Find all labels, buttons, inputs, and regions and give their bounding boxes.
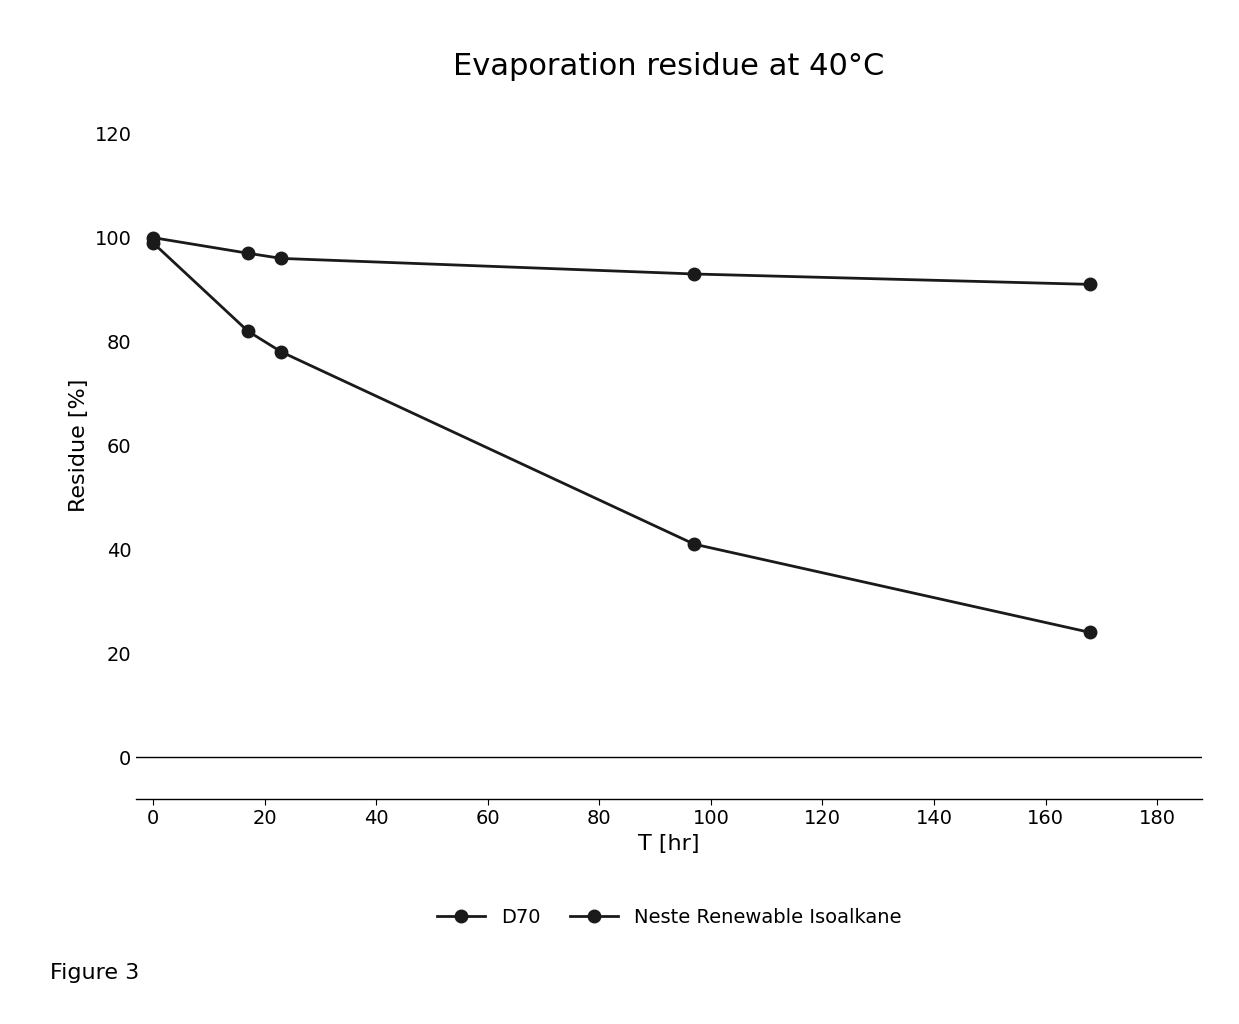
- D70: [686, 268, 701, 281]
- Line: D70: D70: [146, 231, 1097, 291]
- D70: [1083, 279, 1098, 291]
- Neste Renewable Isoalkane: [240, 325, 255, 337]
- Y-axis label: Residue [%]: Residue [%]: [69, 379, 89, 512]
- Text: Figure 3: Figure 3: [50, 963, 139, 983]
- Legend: D70, Neste Renewable Isoalkane: D70, Neste Renewable Isoalkane: [429, 900, 909, 935]
- Neste Renewable Isoalkane: [274, 346, 289, 358]
- Neste Renewable Isoalkane: [1083, 627, 1098, 639]
- Title: Evaporation residue at 40°C: Evaporation residue at 40°C: [453, 52, 885, 82]
- D70: [146, 231, 161, 244]
- Neste Renewable Isoalkane: [146, 237, 161, 249]
- Line: Neste Renewable Isoalkane: Neste Renewable Isoalkane: [146, 237, 1097, 639]
- D70: [274, 252, 289, 264]
- D70: [240, 247, 255, 259]
- Neste Renewable Isoalkane: [686, 538, 701, 550]
- X-axis label: T [hr]: T [hr]: [638, 834, 700, 854]
